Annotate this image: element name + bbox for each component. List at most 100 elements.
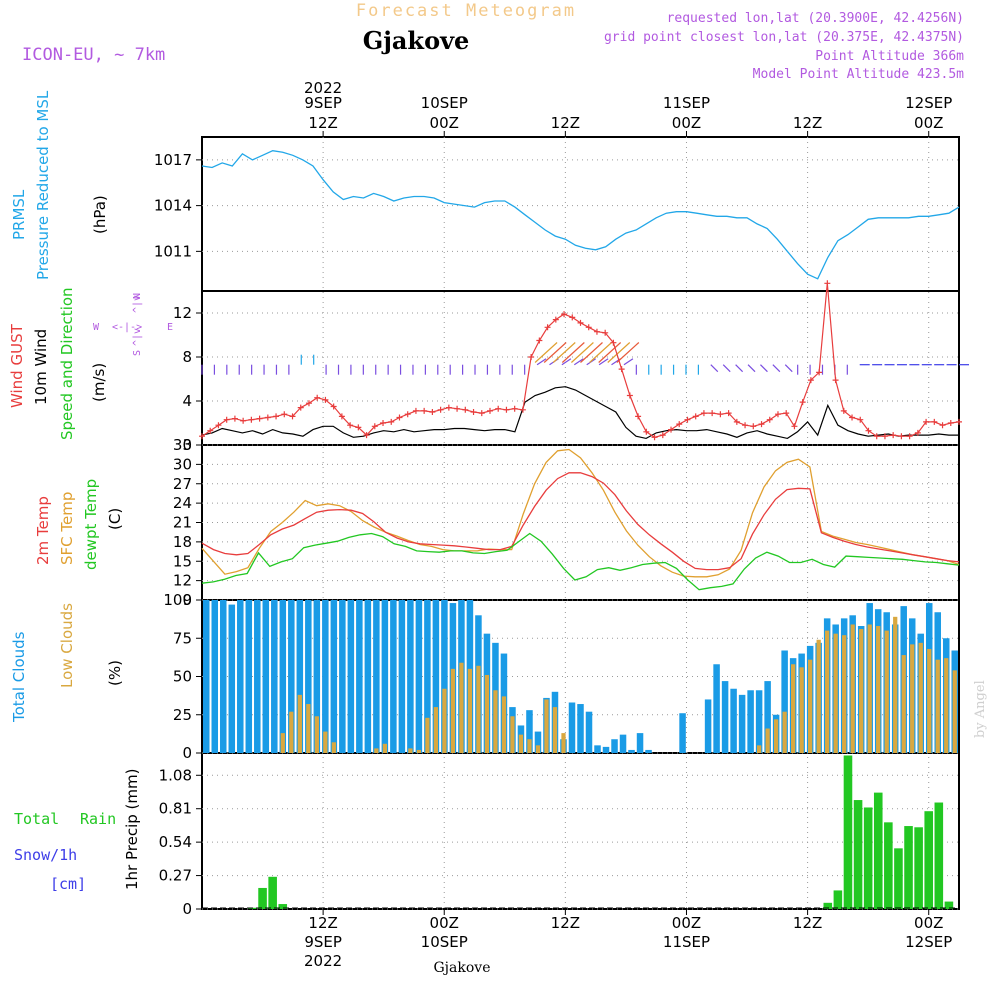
total-cloud-bar xyxy=(755,690,763,753)
low-cloud-bar xyxy=(799,667,804,753)
low-cloud-bar xyxy=(791,664,796,753)
precip-ylabel: 1hr Precip (mm) xyxy=(123,769,141,890)
temp-labels: 2m Temp SFC Temp dewpt Temp (C) xyxy=(34,479,124,570)
precip-bar xyxy=(833,890,843,909)
wind-direction-arrow xyxy=(735,364,744,373)
wind-gust-point xyxy=(733,418,740,425)
precip-bar xyxy=(944,901,954,909)
low-cloud-bar xyxy=(850,624,855,753)
wind-gust-point xyxy=(610,339,617,346)
low-cloud-bar xyxy=(808,659,813,753)
total-cloud-bar xyxy=(645,749,652,753)
precip-tick-label: 1.08 xyxy=(159,766,192,784)
wind-gust-point xyxy=(462,406,469,413)
top-axis-label: 9SEP xyxy=(304,94,342,112)
wind-gust-point xyxy=(824,280,831,287)
total-cloud-bar xyxy=(364,600,372,753)
total-cloud-bar xyxy=(611,739,618,753)
temp-frame xyxy=(201,444,960,601)
pressure-line xyxy=(201,150,960,280)
temp-tick-label: 30 xyxy=(173,455,192,473)
wind-direction-arrow xyxy=(561,358,572,366)
low-cloud-bar xyxy=(484,674,490,753)
bottom-axis-label: 12Z xyxy=(551,914,580,932)
low-cloud-bar xyxy=(476,665,481,753)
low-cloud-bar xyxy=(459,662,464,753)
clouds-tick-label: 50 xyxy=(173,668,192,686)
compass-w: W xyxy=(93,322,100,333)
wind-gust-point xyxy=(347,422,354,429)
sfc-temp-line xyxy=(201,448,960,578)
wind-gust-point xyxy=(651,434,658,441)
top-axis-label: 11SEP xyxy=(663,94,710,112)
wind-gust-point xyxy=(429,409,436,415)
wind-gust-point xyxy=(947,420,954,426)
wind-direction-arrow xyxy=(722,364,731,373)
total-cloud-bar xyxy=(262,600,270,753)
wind-direction-arrow xyxy=(598,342,622,363)
top-axis-label: 12Z xyxy=(308,114,337,132)
low-cloud-bar xyxy=(901,655,906,753)
wind-gust-point xyxy=(659,432,666,439)
wind-10m-label: 10m Wind xyxy=(32,329,50,405)
model-altitude: Model Point Altitude 423.5m xyxy=(753,67,964,82)
footer-location: Gjakove xyxy=(434,960,491,976)
low-cloud-bar xyxy=(382,743,387,753)
wind-gust-point xyxy=(668,426,675,433)
compass-e: E xyxy=(167,322,173,333)
wind-gust-point xyxy=(799,399,806,406)
wind-direction-arrow xyxy=(571,342,594,363)
wind-gust-point xyxy=(676,421,683,428)
precip-labels: Total Rain Snow/1h [cm] 1hr Precip (mm) xyxy=(14,769,141,893)
wind-gust-point xyxy=(791,423,798,430)
total-cloud-bar xyxy=(764,681,771,753)
total-cloud-bar xyxy=(781,650,788,753)
wind-gust-point xyxy=(421,407,428,414)
precip-bar xyxy=(843,755,853,909)
low-cloud-bar xyxy=(527,739,532,753)
wind-direction-arrow xyxy=(589,342,612,363)
bottom-axis-label: 12Z xyxy=(793,914,822,932)
wind-gust-point xyxy=(684,416,691,423)
wind-gust-point xyxy=(273,413,280,420)
low-cloud-bar xyxy=(518,734,524,753)
wind-gust-point xyxy=(577,319,584,326)
low-cloud-bar xyxy=(816,639,821,753)
total-cloud-bar xyxy=(203,600,210,753)
wind-direction-arrow xyxy=(616,342,640,363)
wind-gust-point xyxy=(248,416,255,423)
temp-dewpt-label: dewpt Temp xyxy=(82,479,100,570)
low-cloud-bar xyxy=(552,707,558,753)
low-cloud-bar xyxy=(323,731,328,753)
wind-gust-point xyxy=(717,411,724,418)
low-cloud-bar xyxy=(374,748,379,753)
wind-gust-point xyxy=(322,396,329,403)
wind-gust-point xyxy=(914,429,921,436)
low-cloud-bar xyxy=(306,704,311,753)
wind-gust-point xyxy=(956,418,962,425)
wind-gust-point xyxy=(215,422,222,429)
low-cloud-bar xyxy=(884,630,889,753)
precip-tick-label: 0.81 xyxy=(159,800,192,818)
precip-snow-label: Snow/1h xyxy=(14,846,77,864)
low-cloud-bar xyxy=(561,733,566,753)
temp-tick-label: 12 xyxy=(173,572,192,590)
wind-direction-arrow xyxy=(580,342,603,363)
total-cloud-bar xyxy=(254,600,261,753)
total-cloud-bar xyxy=(228,604,236,753)
pressure-tick-label: 1017 xyxy=(154,151,192,169)
wind-gust-point xyxy=(231,415,238,422)
wind-tick-label: 12 xyxy=(173,304,192,322)
low-cloud-bar xyxy=(774,719,779,753)
compass-rose: N S W E <-|-> ^|v ^|v xyxy=(93,293,173,356)
precip-bar xyxy=(904,826,913,909)
total-cloud-bar xyxy=(619,734,627,753)
pressure-frame xyxy=(201,136,960,292)
wind-gust-point xyxy=(330,403,337,410)
wind-gust-point xyxy=(890,432,897,439)
total-cloud-bar xyxy=(347,600,355,753)
compass-row: <-|-> xyxy=(112,322,142,333)
wind-gust-point xyxy=(380,420,387,426)
wind-gust-point xyxy=(552,316,559,323)
